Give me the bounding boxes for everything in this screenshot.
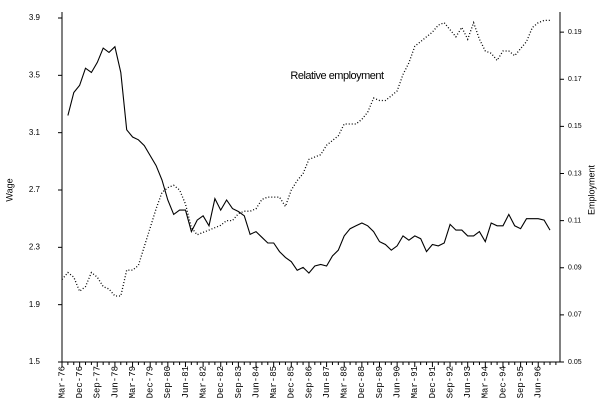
x-tick-label: Jun-87 bbox=[322, 366, 332, 398]
x-tick-label: Sep-80 bbox=[163, 366, 173, 398]
y2-tick-label: 0.17 bbox=[568, 76, 582, 83]
x-tick-label: Dec-88 bbox=[357, 366, 367, 398]
y2-tick-label: 0.09 bbox=[568, 265, 582, 272]
x-tick-label: Mar-76 bbox=[57, 366, 67, 398]
y-tick-label: 1.9 bbox=[29, 300, 41, 309]
y-tick-label: 3.1 bbox=[29, 128, 41, 137]
x-tick-label: Jun-78 bbox=[110, 366, 120, 398]
x-tick-label: Mar-91 bbox=[410, 366, 420, 398]
y-tick-label: 2.3 bbox=[29, 242, 41, 251]
y2-axis-title: Employment bbox=[586, 164, 596, 215]
x-tick-label: Jun-90 bbox=[393, 366, 403, 398]
y2-tick-label: 0.19 bbox=[568, 29, 582, 36]
x-tick-label: Dec-76 bbox=[75, 366, 85, 398]
annotation: Relative employment bbox=[290, 70, 384, 82]
x-tick-label: Mar-94 bbox=[481, 366, 491, 398]
y2-tick-label: 0.05 bbox=[568, 359, 582, 366]
x-tick-label: Dec-85 bbox=[287, 366, 297, 398]
y-tick-label: 1.5 bbox=[29, 357, 41, 366]
y-tick-label: 2.7 bbox=[29, 185, 41, 194]
y-axis-title: Wage bbox=[4, 178, 14, 201]
x-tick-label: Mar-79 bbox=[128, 366, 138, 398]
x-tick-label: Sep-86 bbox=[304, 366, 314, 398]
x-tick-label: Sep-95 bbox=[516, 366, 526, 398]
y2-tick-label: 0.13 bbox=[568, 170, 582, 177]
x-tick-label: Dec-79 bbox=[146, 366, 156, 398]
series-line bbox=[67, 45, 551, 274]
series-line bbox=[61, 19, 550, 297]
x-tick-label: Sep-92 bbox=[445, 366, 455, 398]
x-tick-label: Jun-93 bbox=[463, 366, 473, 398]
y-tick-label: 3.9 bbox=[29, 13, 41, 22]
x-tick-label: Mar-88 bbox=[340, 366, 350, 398]
y-tick-label: 3.5 bbox=[29, 70, 41, 79]
x-tick-label: Dec-82 bbox=[216, 366, 226, 398]
x-tick-label: Sep-77 bbox=[93, 366, 103, 398]
x-tick-label: Mar-85 bbox=[269, 366, 279, 398]
x-tick-label: Sep-89 bbox=[375, 366, 385, 398]
x-tick-label: Jun-81 bbox=[181, 366, 191, 398]
x-tick-label: Jun-84 bbox=[251, 366, 261, 398]
x-tick-label: Jun-96 bbox=[534, 366, 544, 398]
x-tick-label: Sep-83 bbox=[234, 366, 244, 398]
y2-tick-label: 0.11 bbox=[568, 217, 581, 224]
x-tick-label: Dec-94 bbox=[498, 366, 508, 398]
y2-tick-label: 0.07 bbox=[568, 312, 582, 319]
y2-tick-label: 0.15 bbox=[568, 123, 582, 130]
x-tick-label: Mar-82 bbox=[198, 366, 208, 398]
x-tick-label: Dec-91 bbox=[428, 366, 438, 398]
